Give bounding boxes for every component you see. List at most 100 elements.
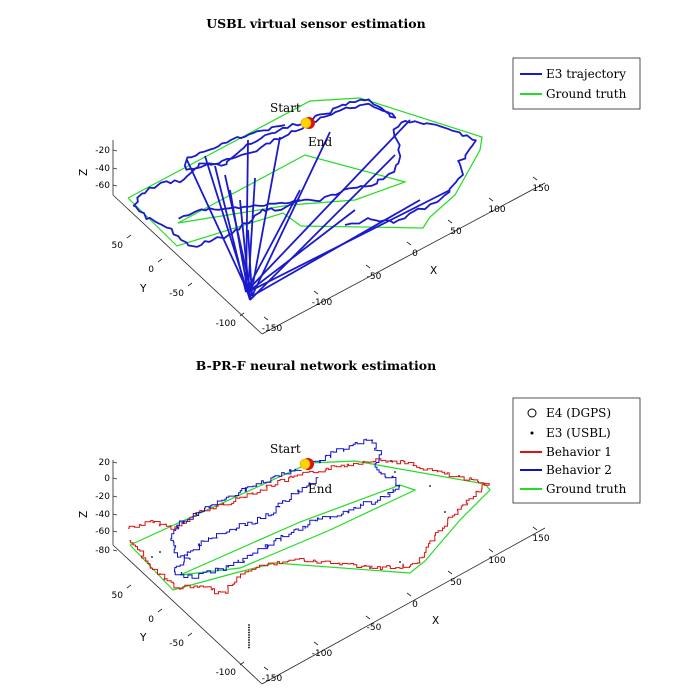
e3-usbl-point [248, 624, 250, 626]
x-tick-label: 150 [532, 184, 549, 194]
x-tick-label: -50 [367, 272, 382, 282]
y-tick-label: 0 [148, 615, 154, 625]
start-marker [300, 117, 312, 129]
behavior-1-line [128, 458, 490, 595]
y-tick-label: -50 [169, 289, 184, 299]
y-tick-mark [187, 282, 193, 287]
y-axis-label: Y [139, 632, 147, 644]
y-tick-label: 50 [112, 241, 124, 251]
e3-outlier-segment [229, 189, 249, 293]
e3-outlier-segment [214, 165, 247, 293]
e3-usbl-point [248, 641, 250, 644]
x-tick-mark [263, 666, 269, 671]
x-tick-label: -100 [312, 298, 333, 308]
e3-usbl-point [159, 551, 161, 553]
behavior-2-upper-line [170, 468, 302, 560]
e3-outlier-segment [247, 209, 356, 293]
behavior-2-line [174, 438, 401, 579]
e3-usbl-point [369, 567, 371, 569]
x-tick-mark [313, 641, 319, 646]
ground-truth-line [129, 460, 491, 591]
e3-usbl-point [248, 634, 250, 636]
y-tick-label: 0 [148, 265, 154, 275]
z-tick-mark [112, 513, 118, 516]
x-tick-mark [365, 264, 371, 269]
legend-label-e3: E3 (USBL) [546, 426, 611, 440]
x-tick-mark [488, 548, 494, 553]
z-tick-mark [112, 461, 118, 464]
x-tick-label: -150 [262, 674, 283, 684]
x-tick-mark [447, 219, 453, 224]
x-axis-line [261, 182, 546, 335]
x-tick-label: 0 [412, 600, 418, 610]
z-tick-mark [112, 184, 118, 187]
y-tick-mark [239, 312, 245, 317]
z-tick-mark [112, 549, 118, 552]
start-annotation: Start [270, 442, 301, 456]
z-tick-mark [112, 495, 118, 498]
end-annotation: End [308, 482, 332, 496]
x-tick-mark [406, 241, 412, 246]
end-annotation: End [308, 135, 332, 149]
e3-outlier-segment [245, 119, 411, 293]
x-axis-line [261, 527, 546, 685]
y-tick-mark [157, 608, 163, 613]
e3-usbl-point [248, 626, 250, 629]
x-tick-label: 50 [450, 578, 462, 588]
x-tick-label: 100 [488, 205, 505, 215]
chart-usbl: USBL virtual sensor estimation -150 -100 -5… [78, 16, 641, 335]
x-tick-mark [532, 176, 538, 181]
e3-usbl-point [248, 629, 250, 631]
z-tick-label: -40 [95, 164, 110, 174]
legend-label-behavior-1: Behavior 1 [546, 445, 612, 459]
e3-usbl-point [151, 556, 153, 558]
x-tick-label: 150 [532, 534, 549, 544]
z-tick-label: -40 [95, 510, 110, 520]
x-axis-label: X [432, 615, 439, 627]
e3-outlier-segment [249, 154, 396, 301]
legend-box [512, 57, 641, 110]
x-tick-mark [263, 316, 269, 321]
x-tick-mark [365, 615, 371, 620]
x-tick-mark [488, 197, 494, 202]
legend-swatch-e3 [530, 431, 534, 435]
legend-label-behavior-2: Behavior 2 [546, 463, 612, 477]
e3-trajectory-upper-line [183, 98, 397, 171]
legend-box [512, 397, 641, 504]
start-marker [299, 458, 311, 470]
y-tick-label: -100 [216, 668, 237, 678]
e3-usbl-point [248, 636, 250, 639]
x-tick-mark [532, 526, 538, 531]
y-tick-label: 50 [112, 591, 124, 601]
legend-label-ground-truth: Ground truth [546, 87, 627, 101]
z-tick-label: -60 [95, 527, 110, 537]
z-tick-mark [112, 149, 118, 152]
x-axis-label: X [430, 265, 437, 277]
legend-label-e3: E3 trajectory [546, 67, 626, 81]
x-tick-mark [447, 570, 453, 575]
y-tick-mark [157, 258, 163, 263]
x-tick-label: -50 [367, 623, 382, 633]
z-axis-label: Z [78, 511, 90, 518]
e3-outlier-segment [247, 189, 451, 293]
ground-truth-inner-line [179, 484, 417, 576]
e3-outlier-segment [245, 189, 301, 293]
z-tick-mark [112, 477, 118, 480]
e3-trajectory-middle-line [178, 199, 301, 220]
x-tick-label: -100 [312, 649, 333, 659]
y-tick-mark [126, 584, 132, 589]
y-axis-line [112, 544, 263, 685]
chart-title: USBL virtual sensor estimation [206, 16, 425, 31]
e3-usbl-point [399, 561, 401, 563]
y-tick-mark [187, 632, 193, 637]
start-annotation: Start [270, 101, 301, 115]
e3-usbl-point [248, 639, 250, 641]
y-tick-label: -100 [216, 319, 237, 329]
e3-usbl-point [248, 646, 250, 649]
x-tick-label: -150 [262, 324, 283, 334]
x-tick-mark [406, 592, 412, 597]
e3-outlier-segment [245, 139, 249, 293]
z-tick-label: -80 [95, 546, 110, 556]
y-axis-line [112, 194, 263, 335]
y-tick-mark [126, 234, 132, 239]
